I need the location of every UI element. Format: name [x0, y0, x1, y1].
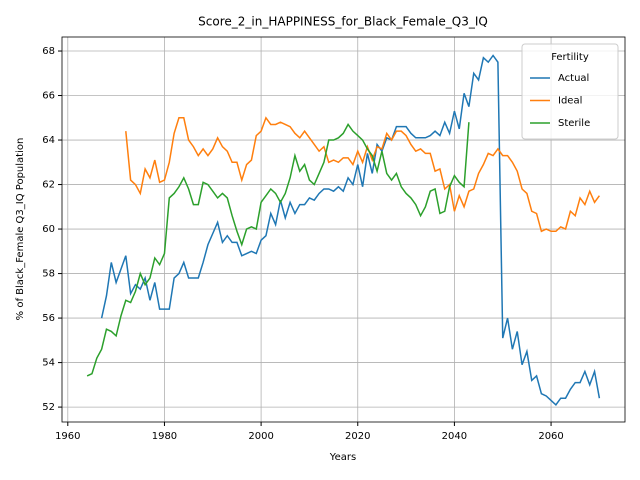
plot-frame	[61, 36, 626, 423]
y-tick-label: 52	[42, 402, 55, 413]
x-axis-label: Years	[329, 452, 356, 463]
x-tick-label: 2000	[248, 431, 273, 442]
line-series	[125, 116, 600, 233]
x-tick-label: 2060	[538, 431, 563, 442]
legend-box	[521, 43, 619, 140]
legend-title: Fertility	[551, 52, 589, 63]
legend-label: Ideal	[558, 96, 582, 107]
y-tick-label: 66	[42, 91, 55, 102]
y-tick-label: 54	[42, 358, 55, 369]
chart-title: Score_2_in_HAPPINESS_for_Black_Female_Q3…	[198, 15, 488, 29]
x-tick-label: 1980	[152, 431, 177, 442]
x-tick-label: 2040	[442, 431, 467, 442]
y-tick-label: 60	[42, 224, 55, 235]
y-axis-label: % of Black_Female Q3_IQ Population	[15, 138, 26, 321]
legend-label: Sterile	[558, 118, 590, 129]
y-tick-label: 64	[42, 135, 55, 146]
y-tick-label: 62	[42, 180, 55, 191]
line-series	[100, 54, 601, 406]
y-tick-label: 56	[42, 313, 55, 324]
y-tick-label: 68	[42, 46, 55, 57]
x-tick-label: 1960	[55, 431, 80, 442]
y-tick-label: 58	[42, 269, 55, 280]
legend-label: Actual	[558, 73, 589, 84]
x-tick-label: 2020	[345, 431, 370, 442]
line-series	[86, 122, 470, 377]
